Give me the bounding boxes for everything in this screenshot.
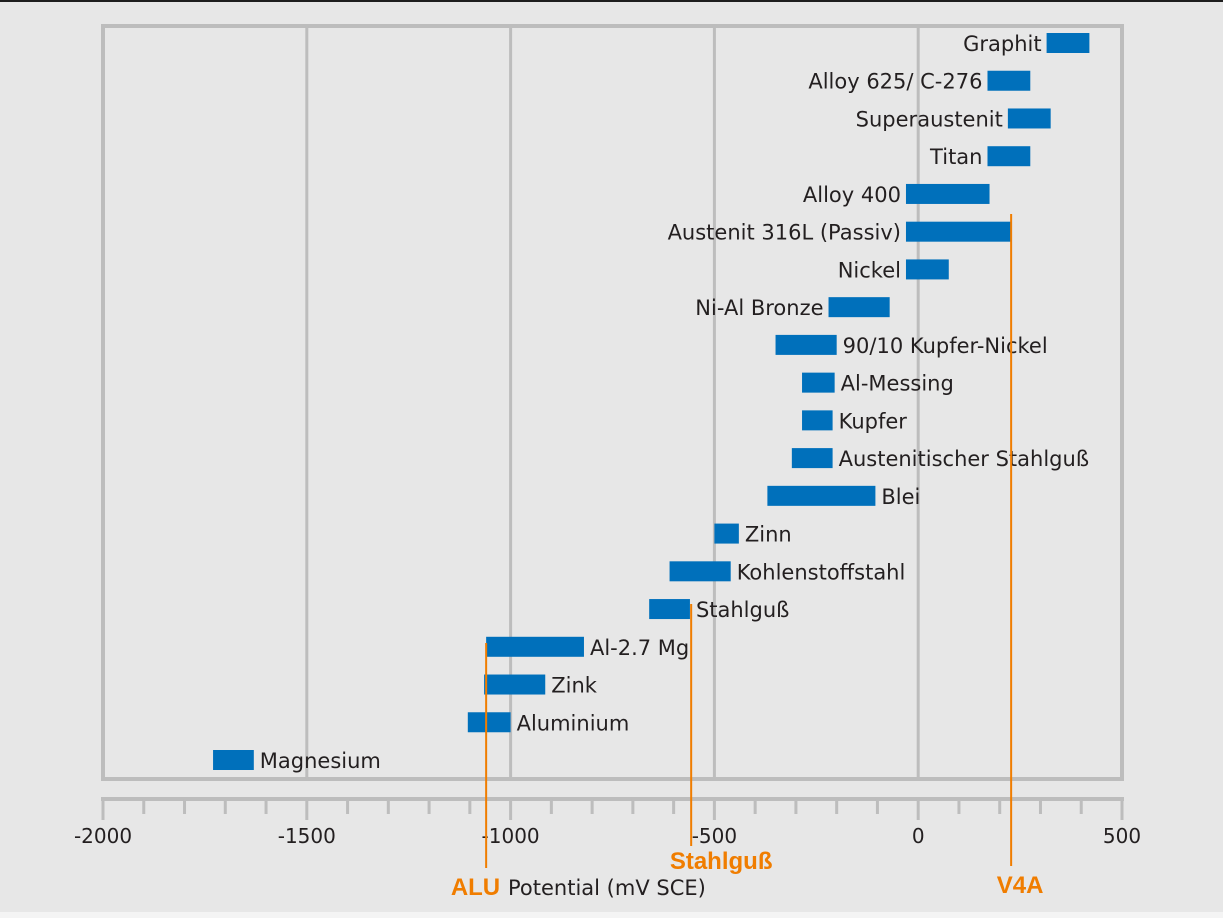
bar-alloy-625-c-276: [987, 70, 1031, 91]
bar-austenitischer-stahlgu-: [791, 448, 833, 469]
bar-label: Titan: [929, 145, 982, 169]
bar-label: 90/10 Kupfer-Nickel: [843, 334, 1048, 358]
bar-magnesium: [213, 750, 254, 770]
bar-titan: [987, 146, 1031, 167]
reference-label: ALU: [451, 874, 500, 901]
bar-label: Austenit 316L (Passiv): [668, 221, 901, 245]
bar-blei: [767, 485, 876, 506]
grid-layer: [101, 24, 1124, 781]
bar-label: Ni-Al Bronze: [695, 296, 823, 320]
tick-label: 0: [912, 824, 925, 848]
bar-stahlgu-: [649, 599, 690, 620]
bar-kohlenstoffstahl: [669, 561, 731, 582]
bar-zinn: [714, 523, 739, 544]
bar-alloy-400: [905, 183, 990, 204]
bar-nickel: [905, 259, 949, 280]
bar-al-2-7-mg: [486, 636, 584, 657]
bar-graphit: [1046, 33, 1090, 53]
bar-label: Al-Messing: [841, 372, 954, 396]
bar-label: Kohlenstoffstahl: [737, 560, 906, 584]
bar-labels-layer: Graphit Alloy 625/ C-276 Superaustenit Tita…: [260, 32, 1089, 773]
tick-label: -500: [692, 824, 737, 848]
plot-frame: [101, 24, 1124, 781]
bottom-border: [0, 912, 1223, 918]
bar-label: Nickel: [838, 258, 901, 282]
reference-lines-layer: ALU Stahlguß V4A: [451, 214, 1044, 901]
reference-label: Stahlguß: [670, 848, 773, 875]
bar-aluminium: [467, 712, 511, 733]
x-axis: -2000 -1500 -1000 -500 0 500: [74, 797, 1141, 848]
bar-label: Graphit: [963, 32, 1041, 56]
tick-label: -1000: [482, 824, 540, 848]
tick-label: 500: [1103, 824, 1141, 848]
bar-superaustenit: [1007, 108, 1051, 129]
bar-label: Superaustenit: [856, 107, 1003, 131]
bar-label: Zink: [551, 674, 598, 698]
bar-label: Alloy 625/ C-276: [808, 70, 982, 94]
bar-label: Aluminium: [517, 711, 630, 735]
bar-kupfer: [802, 410, 833, 431]
bar-label: Zinn: [745, 523, 792, 547]
tick-label: -1500: [278, 824, 336, 848]
bar-al-messing: [802, 372, 835, 393]
bar-austenit-316l-passiv-: [905, 221, 1012, 242]
bar-label: Stahlguß: [696, 598, 789, 622]
reference-label: V4A: [997, 872, 1044, 899]
bar-label: Blei: [881, 485, 920, 509]
bar-label: Kupfer: [839, 409, 908, 433]
tick-label: -2000: [74, 824, 132, 848]
bar-ni-al-bronze: [828, 297, 890, 318]
bar-90-10-kupfer-nickel: [775, 334, 837, 355]
x-axis-title: Potential (mV SCE): [508, 876, 706, 900]
bar-zink: [484, 674, 546, 695]
bar-label: Al-2.7 Mg: [590, 636, 689, 660]
top-border: [0, 0, 1223, 2]
bar-label: Austenitischer Stahlguß: [839, 447, 1089, 471]
bar-label: Alloy 400: [803, 183, 901, 207]
bar-label: Magnesium: [260, 749, 381, 773]
bars-layer: [213, 33, 1090, 770]
